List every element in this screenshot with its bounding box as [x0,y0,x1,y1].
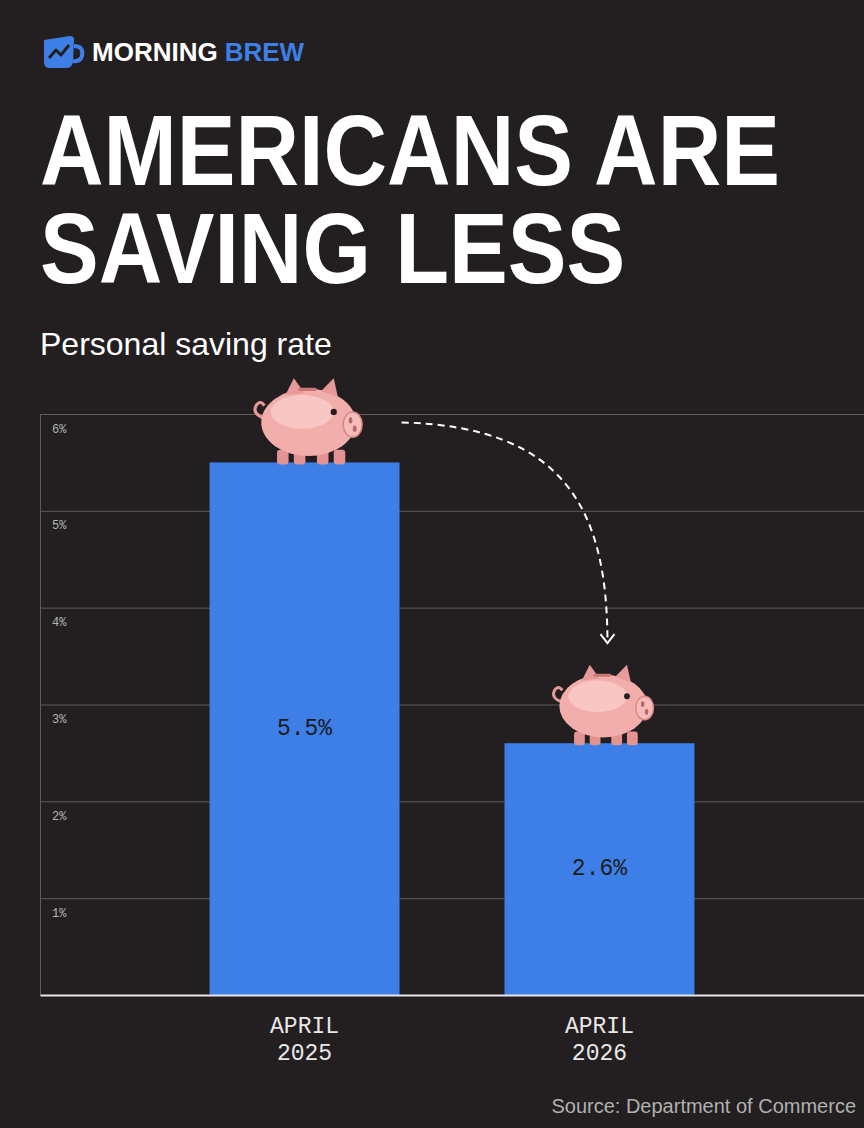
y-tick: 6% [40,415,864,437]
logo-line [49,45,69,58]
x-tick-label: APRIL2025 [270,1014,339,1067]
x-tick-label: APRIL2026 [565,1014,634,1067]
piggy-bank [553,665,653,745]
piggy-bank [255,378,362,464]
pig-nostril [353,426,357,432]
pig-body [261,389,356,456]
baseline [41,995,864,997]
x-tick-label-line: 2026 [572,1041,627,1067]
bar [210,462,400,995]
pig-nostril [645,709,649,715]
pig-snout [343,412,362,437]
pig-highlight [568,681,627,712]
y-tick: 3% [40,705,864,727]
x-tick: APRIL2025 [270,995,339,1067]
x-tick-label-line: APRIL [565,1014,634,1040]
pig-ear [321,378,338,397]
pig-ear [615,665,631,683]
y-tick-label: 5% [52,519,67,533]
y-tick-label: 6% [52,423,67,437]
chart: MORNINGBREW AMERICANS ARESAVING LESS Perso… [0,0,864,1128]
y-tick: 5% [40,511,864,533]
bars [210,462,695,995]
grid-line [40,608,864,609]
pig-ear [582,665,600,681]
y-tick: 2% [40,802,864,824]
pig-eye [624,693,630,699]
brand: MORNINGBREW [92,37,305,67]
y-tick-label: 2% [52,810,67,824]
background [0,0,864,1128]
subtitle: Personal saving rate [40,326,332,362]
logo-cup [44,36,74,68]
pig-leg [334,450,346,465]
y-tick-label: 1% [52,907,67,921]
logo-handle [73,46,82,61]
brand-logo [44,36,82,68]
y-tick: 1% [40,899,864,921]
pig-highlight [271,395,334,429]
bar [504,743,694,995]
brand-word: MORNING [92,37,218,67]
y-tick: 4% [40,608,864,630]
pig-slot [594,674,612,677]
data-label: 5.5% [277,716,332,742]
arrow-head [600,634,614,643]
brand-word: BREW [225,37,305,67]
pig-body [559,675,647,738]
pig-slot [298,388,317,391]
title: SAVING LESS [40,193,625,304]
y-tick-label: 3% [52,713,67,727]
x-tick-label-line: 2025 [277,1041,332,1067]
pig-snout [636,696,654,720]
y-axis: 1% 2% 3% 4% 5% 6% [40,415,864,996]
grid-line [40,511,864,512]
pig-eye [331,409,337,415]
x-tick-label-line: APRIL [270,1014,339,1040]
arrow [402,422,608,643]
data-label: 2.6% [572,856,627,882]
x-tick: APRIL2026 [565,995,634,1067]
grid-line [40,705,864,706]
grid-line [40,898,864,899]
data-labels: 5.5% 2.6% [277,716,627,882]
grid-line [40,414,864,415]
source: Source: Department of Commerce [551,1095,856,1117]
y-tick-label: 4% [52,616,67,630]
x-axis: APRIL2025APRIL2026 [41,995,864,1067]
pig-leg [627,732,638,746]
pig-nostril [349,417,353,423]
grid-line [40,801,864,802]
pig-nostril [641,701,645,707]
title: AMERICANS ARE [40,95,780,206]
pig-ear [285,378,304,395]
